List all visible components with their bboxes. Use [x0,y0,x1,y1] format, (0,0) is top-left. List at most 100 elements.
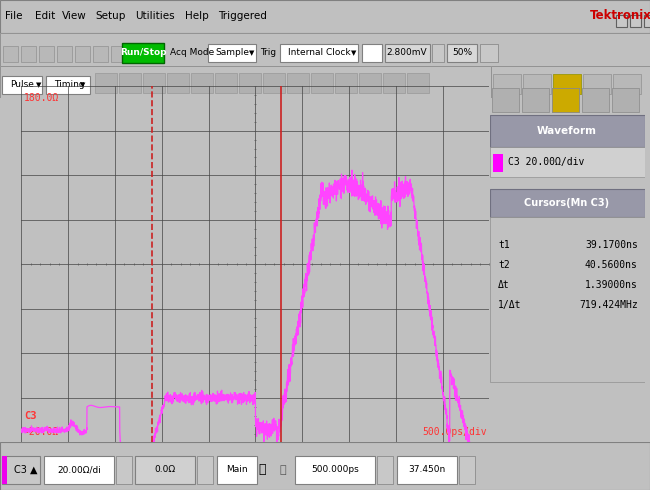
Bar [490,115,645,147]
Text: 1.39000ns: 1.39000ns [585,280,638,291]
Bar [432,44,444,62]
Bar [552,88,579,112]
Bar [582,88,609,112]
Text: 🔍: 🔍 [280,465,286,475]
Text: 39.1700ns: 39.1700ns [585,240,638,250]
Text: Cursors(Mn C3): Cursors(Mn C3) [525,198,610,208]
Text: C3 ▲: C3 ▲ [14,465,38,475]
Bar [57,46,72,62]
Bar [383,73,405,93]
Text: t1: t1 [498,240,510,250]
Bar [39,46,54,62]
Bar [490,218,645,382]
Text: Timing: Timing [54,80,84,89]
Bar [616,15,627,27]
Text: Help: Help [185,11,209,21]
Bar [263,73,285,93]
Bar [2,456,40,484]
Bar [493,154,503,172]
Text: Main: Main [226,466,248,474]
Text: -20.0Ω: -20.0Ω [24,427,59,437]
Bar [359,73,381,93]
Bar [119,73,141,93]
Text: File: File [5,11,23,21]
Text: View: View [62,11,86,21]
Text: 20.00Ω/di: 20.00Ω/di [57,466,101,474]
Bar [2,456,7,484]
Text: 180.0Ω: 180.0Ω [24,94,59,103]
Bar [197,456,213,484]
Text: Pulse: Pulse [10,80,34,89]
Bar [239,73,261,93]
Bar [191,73,213,93]
Bar [447,44,477,62]
Text: Triggered: Triggered [218,11,267,21]
Bar [522,88,549,112]
Bar [612,88,639,112]
Bar [385,44,430,62]
Bar [167,73,189,93]
Bar [493,74,521,94]
Bar [630,15,641,27]
Bar [362,44,382,62]
Bar [95,73,117,93]
Text: Waveform: Waveform [537,126,597,136]
Bar [122,43,164,63]
Bar [523,74,551,94]
Bar [459,456,475,484]
Text: Edit: Edit [35,11,55,21]
Bar [311,73,333,93]
Bar [407,73,429,93]
Text: Sample: Sample [215,48,249,57]
Text: 1/Δt: 1/Δt [498,300,521,310]
Text: C3 20.00Ω/div: C3 20.00Ω/div [508,157,584,167]
Text: 40.5600ns: 40.5600ns [585,260,638,270]
Text: 0.0Ω: 0.0Ω [155,466,176,474]
Bar [75,46,90,62]
Bar [44,456,114,484]
Bar [490,147,645,177]
Bar [217,456,257,484]
Bar [208,44,256,62]
Bar [552,88,579,112]
Bar [143,73,165,93]
Text: ▼: ▼ [351,49,356,56]
Text: 2.800mV: 2.800mV [387,48,427,57]
Text: 37.450n: 37.450n [408,466,446,474]
Bar [490,189,645,218]
Bar [644,15,650,27]
Bar [480,44,498,62]
Bar [287,73,309,93]
Text: Δt: Δt [498,280,510,291]
Bar [215,73,237,93]
Text: Internal Clock: Internal Clock [288,48,350,57]
Text: Utilities: Utilities [135,11,175,21]
Text: 50%: 50% [452,48,472,57]
Bar [613,74,641,94]
Bar [116,456,132,484]
Bar [295,456,375,484]
Text: ▼: ▼ [249,49,254,56]
Bar [135,456,195,484]
Bar [21,46,36,62]
Text: 500.0ps/div: 500.0ps/div [422,427,487,437]
Bar [111,46,126,62]
Bar [377,456,393,484]
Text: Run/Stop: Run/Stop [120,48,166,57]
Bar [93,46,108,62]
Text: ▼: ▼ [36,82,42,88]
Bar [397,456,457,484]
Text: Tektronix: Tektronix [590,9,650,23]
Bar [583,74,611,94]
Text: ▼: ▼ [80,82,85,88]
Text: 🔍: 🔍 [258,463,266,476]
Text: 719.424MHz: 719.424MHz [579,300,638,310]
Bar [492,88,519,112]
Bar [280,44,358,62]
Text: t2: t2 [498,260,510,270]
Text: Trig: Trig [260,48,276,57]
Bar [3,46,18,62]
Text: Acq Mode: Acq Mode [170,48,214,57]
Bar [46,76,90,94]
Text: 500.000ps: 500.000ps [311,466,359,474]
